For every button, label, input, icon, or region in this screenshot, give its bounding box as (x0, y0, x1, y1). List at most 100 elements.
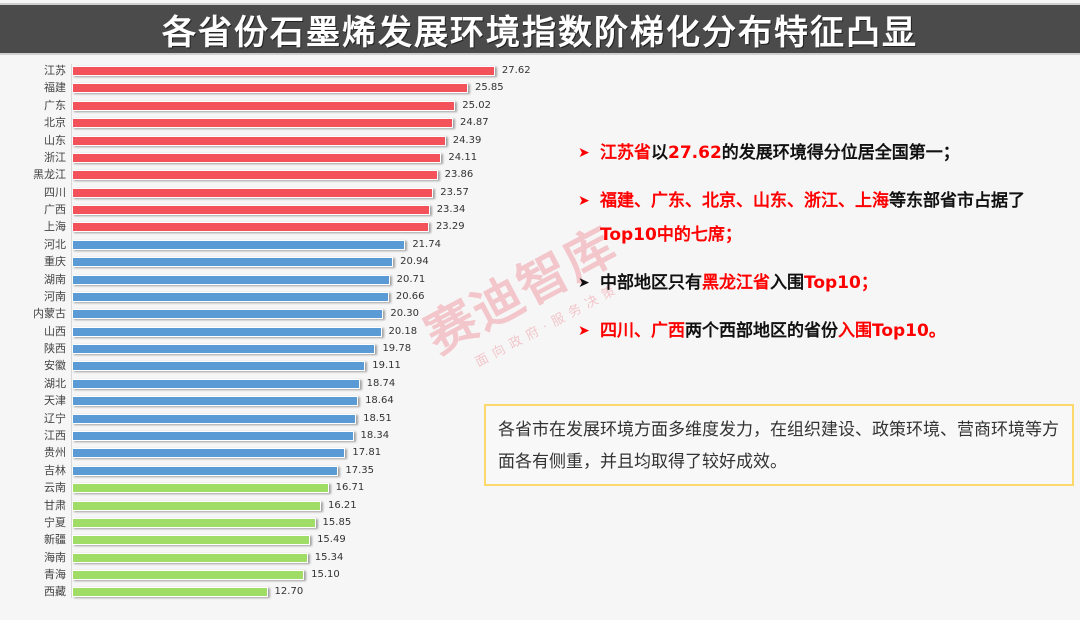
score-bar (72, 205, 430, 216)
chart-row: 天津 18.64 (0, 392, 560, 409)
finding-text-segment: 以 (651, 143, 668, 163)
value-label: 15.10 (311, 569, 340, 581)
value-label: 23.34 (436, 204, 466, 216)
score-bar (72, 152, 442, 163)
chart-row: 浙江 24.11 (0, 149, 560, 166)
finding-text-segment: 入围 (770, 273, 804, 293)
finding-item: ➤ 中部地区只有黑龙江省入围Top10； (578, 266, 1058, 300)
score-bar (72, 430, 354, 441)
score-bar (72, 517, 316, 528)
score-bar (72, 83, 468, 94)
province-label: 吉林 (44, 463, 66, 477)
province-label: 云南 (44, 481, 66, 495)
province-label: 宁夏 (44, 515, 66, 529)
chart-row: 湖南 20.71 (0, 271, 560, 288)
chart-row: 山东 24.39 (0, 132, 560, 149)
title-bar: 各省份石墨烯发展环境指数阶梯化分布特征凸显 (0, 3, 1080, 55)
chart-row: 海南 15.34 (0, 549, 560, 566)
value-label: 20.94 (400, 256, 429, 268)
province-label: 重庆 (44, 255, 66, 269)
finding-text-segment: Top10； (804, 273, 878, 293)
score-bar (72, 100, 456, 111)
province-label: 甘肃 (44, 498, 66, 512)
finding-text-segment: 的发展环境得分位居全国第一； (721, 143, 960, 163)
chart-row: 吉林 17.35 (0, 462, 560, 479)
province-label: 四川 (44, 185, 66, 199)
finding-text-segment: 中部地区只有 (600, 273, 702, 293)
chart-row: 福建 25.85 (0, 79, 560, 96)
finding-text-segment: Top10中的七席； (600, 225, 742, 245)
finding-text-segment: 27.62 (668, 143, 722, 163)
value-label: 20.71 (396, 273, 426, 285)
province-label: 安徽 (44, 359, 66, 373)
value-label: 16.71 (335, 482, 365, 494)
chart-row: 辽宁 18.51 (0, 410, 560, 427)
finding-text-segment: 江苏省 (600, 143, 651, 163)
value-label: 23.57 (440, 186, 469, 198)
score-bar (72, 257, 394, 268)
province-label: 河北 (44, 237, 66, 251)
chart-row: 云南 16.71 (0, 479, 560, 496)
chart-row: 甘肃 16.21 (0, 497, 560, 514)
province-label: 黑龙江 (33, 168, 66, 182)
province-label: 山东 (44, 133, 66, 147)
chart-row: 新疆 15.49 (0, 531, 560, 548)
value-label: 19.78 (382, 343, 412, 355)
finding-text-segment: 等东部省市占据了 (889, 191, 1025, 211)
score-bar (72, 483, 329, 494)
score-bar (72, 239, 406, 250)
score-bar (72, 187, 434, 198)
province-label: 西藏 (44, 585, 66, 599)
arrowhead-icon: ➤ (578, 323, 590, 339)
value-label: 18.34 (360, 429, 390, 441)
province-label: 青海 (44, 568, 66, 582)
page-title: 各省份石墨烯发展环境指数阶梯化分布特征凸显 (162, 12, 918, 53)
score-bar (72, 396, 359, 407)
province-label: 内蒙古 (33, 307, 66, 321)
chart-row: 重庆 20.94 (0, 253, 560, 270)
y-axis-line (71, 64, 72, 598)
province-label: 江苏 (44, 64, 66, 77)
province-label: 河南 (44, 289, 66, 303)
value-label: 21.74 (412, 238, 441, 250)
province-label: 广西 (44, 203, 66, 217)
score-bar (72, 222, 429, 233)
score-bar (72, 465, 339, 476)
province-label: 湖北 (44, 376, 66, 390)
value-label: 17.35 (345, 464, 375, 476)
score-bar (72, 118, 454, 129)
chart-row: 江西 18.34 (0, 427, 560, 444)
province-label: 新疆 (44, 533, 66, 547)
province-label: 浙江 (44, 150, 66, 164)
score-bar (72, 170, 438, 181)
arrowhead-icon: ➤ (578, 193, 590, 209)
province-label: 海南 (44, 550, 66, 564)
finding-text-segment: 四川、广西 (600, 321, 685, 341)
province-label: 江西 (44, 428, 66, 442)
value-label: 15.34 (314, 551, 344, 563)
score-bar (72, 570, 305, 581)
chart-row: 黑龙江 23.86 (0, 166, 560, 183)
chart-row: 陕西 19.78 (0, 340, 560, 357)
value-label: 25.85 (474, 82, 504, 94)
value-label: 18.64 (365, 395, 394, 407)
score-bar (72, 500, 322, 511)
value-label: 24.87 (460, 117, 489, 129)
score-bar (72, 448, 346, 459)
value-label: 18.51 (363, 412, 392, 424)
province-label: 上海 (44, 220, 66, 234)
value-label: 23.29 (435, 221, 465, 233)
chart-row: 河南 20.66 (0, 288, 560, 305)
score-bar (72, 587, 268, 598)
value-label: 20.18 (388, 325, 418, 337)
value-label: 24.39 (452, 134, 482, 146)
value-label: 15.49 (317, 534, 346, 546)
summary-note-text: 各省市在发展环境方面多维度发力，在组织建设、政策环境、营商环境等方面各有侧重，并… (498, 420, 1059, 472)
chart-row: 内蒙古 20.30 (0, 305, 560, 322)
province-label: 陕西 (44, 342, 66, 356)
score-bar (72, 535, 311, 546)
chart-row: 山西 20.18 (0, 323, 560, 340)
key-findings-list: ➤ 江苏省以27.62的发展环境得分位居全国第一； ➤ 福建、广东、北京、山东、浙江… (578, 136, 1058, 348)
chart-row: 宁夏 15.85 (0, 514, 560, 531)
chart-row: 江苏 27.62 (0, 62, 560, 79)
